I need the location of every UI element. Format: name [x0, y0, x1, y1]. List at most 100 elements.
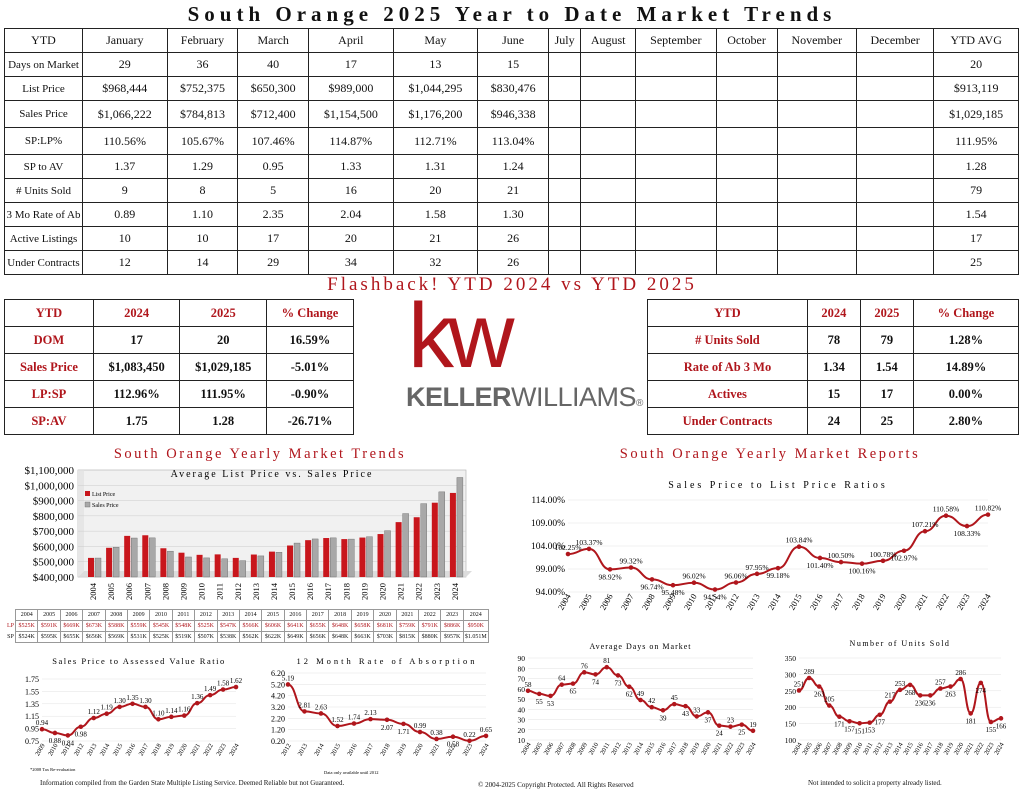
x-tick-label: 2024 — [228, 742, 241, 757]
ytd-cell: 107.46% — [237, 127, 310, 155]
data-point — [638, 697, 643, 703]
data-label: 53 — [547, 700, 555, 708]
x-tick-label: 2022 — [723, 742, 736, 757]
data-point — [91, 715, 97, 721]
ytd-cell: $752,375 — [166, 76, 239, 101]
data-point — [877, 712, 883, 718]
ytd-cell — [580, 178, 637, 203]
data-point — [733, 580, 739, 585]
data-label: 102.97% — [891, 554, 918, 563]
yearly-table-cell: $669K — [59, 620, 84, 632]
bar-sales-price — [167, 550, 174, 578]
ytd-cell: 17 — [933, 226, 1019, 251]
data-label: 217 — [885, 692, 896, 700]
ytd-cell — [635, 178, 717, 203]
x-tick-label: 2005 — [577, 592, 594, 612]
yearly-table-cell: $655K — [59, 631, 84, 643]
data-point — [816, 684, 822, 689]
data-label: 2.13 — [364, 709, 377, 717]
data-label: 171 — [834, 721, 845, 729]
yearly-table-cell: 2013 — [216, 609, 240, 621]
data-point — [671, 701, 677, 707]
legend-list: List Price — [92, 492, 115, 498]
yearly-table-cell: $566K — [238, 620, 263, 632]
ytd-cell: $1,044,295 — [392, 76, 479, 101]
yearly-table-cell: $703K — [373, 631, 397, 643]
y-tick-label: 114.00% — [531, 496, 565, 506]
ytd-cell: 29 — [237, 250, 310, 275]
x-tick-label: 2023 — [432, 583, 442, 600]
y-tick-label: 1.75 — [25, 675, 39, 684]
data-point — [998, 716, 1004, 721]
data-point — [796, 544, 802, 550]
y-tick-label: $400,000 — [33, 572, 75, 584]
x-tick-label: 2015 — [112, 743, 125, 758]
y-tick-label: $1,100,000 — [25, 465, 75, 477]
data-point — [943, 513, 949, 519]
data-label: 0.65 — [480, 726, 493, 734]
yearly-table-cell: $880K — [418, 631, 442, 643]
y-tick-label: 3.20 — [271, 703, 285, 712]
data-point — [917, 693, 923, 698]
data-label: 33 — [693, 706, 701, 714]
x-tick-label: 2016 — [346, 742, 359, 757]
ytd-cell: 20 — [933, 52, 1019, 77]
ytd-row-label: Days on Market — [4, 52, 83, 77]
data-label: 236 — [925, 699, 936, 707]
data-label: 153 — [864, 727, 875, 735]
data-point — [694, 714, 700, 719]
right-section-title: South Orange Yearly Market Reports — [619, 446, 921, 462]
data-point — [368, 716, 373, 722]
ytd-cell — [776, 76, 857, 101]
yearly-table-cell: $559K — [126, 620, 151, 632]
x-tick-label: 2020 — [700, 742, 713, 757]
legend-sales: Sales Price — [92, 503, 119, 509]
x-tick-label: 2016 — [305, 583, 315, 600]
ytd-row-label: SP to AV — [4, 154, 83, 179]
ytd-cell: 26 — [477, 250, 549, 275]
ytd-row-label: Active Listings — [4, 226, 83, 251]
yearly-table-label: LP — [7, 623, 15, 629]
ytd-cell — [855, 127, 935, 155]
ytd-cell: 2.35 — [237, 202, 310, 227]
ytd-cell — [635, 154, 717, 179]
yearly-table-cell: 2022 — [418, 609, 442, 621]
x-tick-label: 2021 — [711, 742, 724, 757]
x-tick-label: 2020 — [176, 743, 189, 758]
ytd-cell: 9 — [82, 178, 168, 203]
x-tick-label: 2014 — [313, 742, 326, 757]
ytd-cell — [580, 202, 637, 227]
series-line — [41, 686, 237, 737]
compare-cell: 1.28 — [179, 407, 267, 435]
yearly-table-cell: 2011 — [171, 609, 196, 621]
x-tick-label: 2019 — [164, 743, 177, 758]
y-tick-label: 40 — [518, 705, 526, 714]
kw-wordmark: KELLERWILLIAMS® — [406, 382, 643, 413]
ytd-row-label: 3 Mo Rate of Ab — [4, 202, 83, 227]
yearly-table-cell: 2017 — [306, 609, 330, 621]
compare-cell: 1.34 — [806, 353, 861, 381]
yearly-table-cell: 2019 — [350, 609, 375, 621]
compare-table-left: YTD 2024 2025% Change DOM 17 20 16.59% Sales Pr… — [4, 299, 355, 435]
chart-note: Data only available until 2012 — [324, 770, 379, 775]
ytd-cell: 32 — [392, 250, 479, 275]
x-tick-label: 2005 — [531, 742, 544, 757]
x-tick-label: 2023 — [734, 742, 747, 757]
ytd-header-cell: YTD AVG — [933, 28, 1019, 53]
ytd-header-cell: YTD — [4, 28, 83, 53]
ytd-cell: 1.24 — [477, 154, 549, 179]
yearly-table-cell: $525K — [15, 620, 39, 632]
data-label: 205 — [824, 696, 835, 704]
ytd-cell: 16 — [308, 178, 394, 203]
ytd-cell: $946,338 — [477, 100, 549, 128]
yearly-table-cell: $548K — [171, 620, 196, 632]
ytd-cell — [547, 226, 582, 251]
x-tick-label: 2017 — [363, 742, 376, 757]
data-label: 0.22 — [463, 731, 476, 739]
data-label: 1.36 — [191, 693, 204, 701]
chart-title: Average List Price vs. Sales Price — [171, 469, 374, 480]
data-point — [985, 512, 991, 517]
data-label: 97.95% — [745, 563, 768, 572]
data-point — [968, 711, 973, 716]
